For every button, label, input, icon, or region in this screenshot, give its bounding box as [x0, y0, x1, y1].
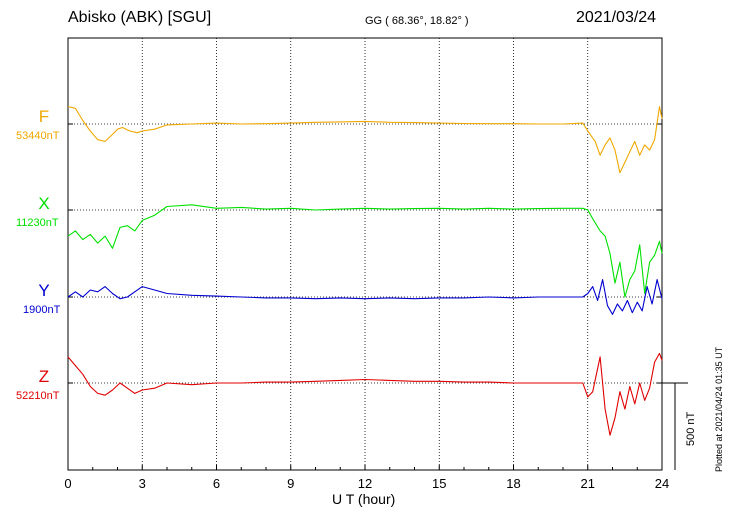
- series-label-Z: Z: [38, 367, 50, 386]
- x-tick-label-21: 21: [581, 476, 595, 491]
- station-title: Abisko (ABK) [SGU]: [68, 9, 212, 26]
- x-tick-label-0: 0: [64, 476, 71, 491]
- x-tick-label-18: 18: [506, 476, 520, 491]
- baseline-label-F: 53440nT: [16, 130, 60, 142]
- geographic-coordinates: GG ( 68.36°, 18.82° ): [365, 15, 469, 27]
- series-line-F: [67, 106, 663, 174]
- x-tick-label-24: 24: [655, 476, 669, 491]
- x-tick-label-12: 12: [358, 476, 372, 491]
- series-lines: [67, 106, 663, 436]
- x-tick-label-15: 15: [432, 476, 446, 491]
- series-line-Z: [67, 352, 663, 436]
- x-tick-label-3: 3: [139, 476, 146, 491]
- x-axis-label: U T (hour): [332, 491, 396, 507]
- plotted-timestamp: Plotted at 2021/04/24 01:35 UT: [714, 346, 724, 472]
- series-label-F: F: [38, 107, 50, 126]
- series-label-X: X: [38, 194, 50, 213]
- x-tick-label-6: 6: [213, 476, 220, 491]
- series-line-X: [67, 204, 663, 298]
- date-label: 2021/03/24: [576, 9, 657, 26]
- x-tick-label-9: 9: [287, 476, 294, 491]
- series-label-Y: Y: [38, 281, 50, 300]
- x-axis-ticks: 0 3 6 9 12 15 18 21 24: [64, 123, 669, 491]
- scale-bar-label: 500 nT: [685, 411, 697, 446]
- baseline-label-Z: 52210nT: [16, 390, 60, 402]
- grid: [68, 38, 662, 470]
- series-line-Y: [67, 279, 663, 315]
- baseline-label-Y: 1900nT: [23, 304, 61, 316]
- scale-bar: [662, 382, 688, 470]
- baseline-label-X: 11230nT: [16, 217, 59, 229]
